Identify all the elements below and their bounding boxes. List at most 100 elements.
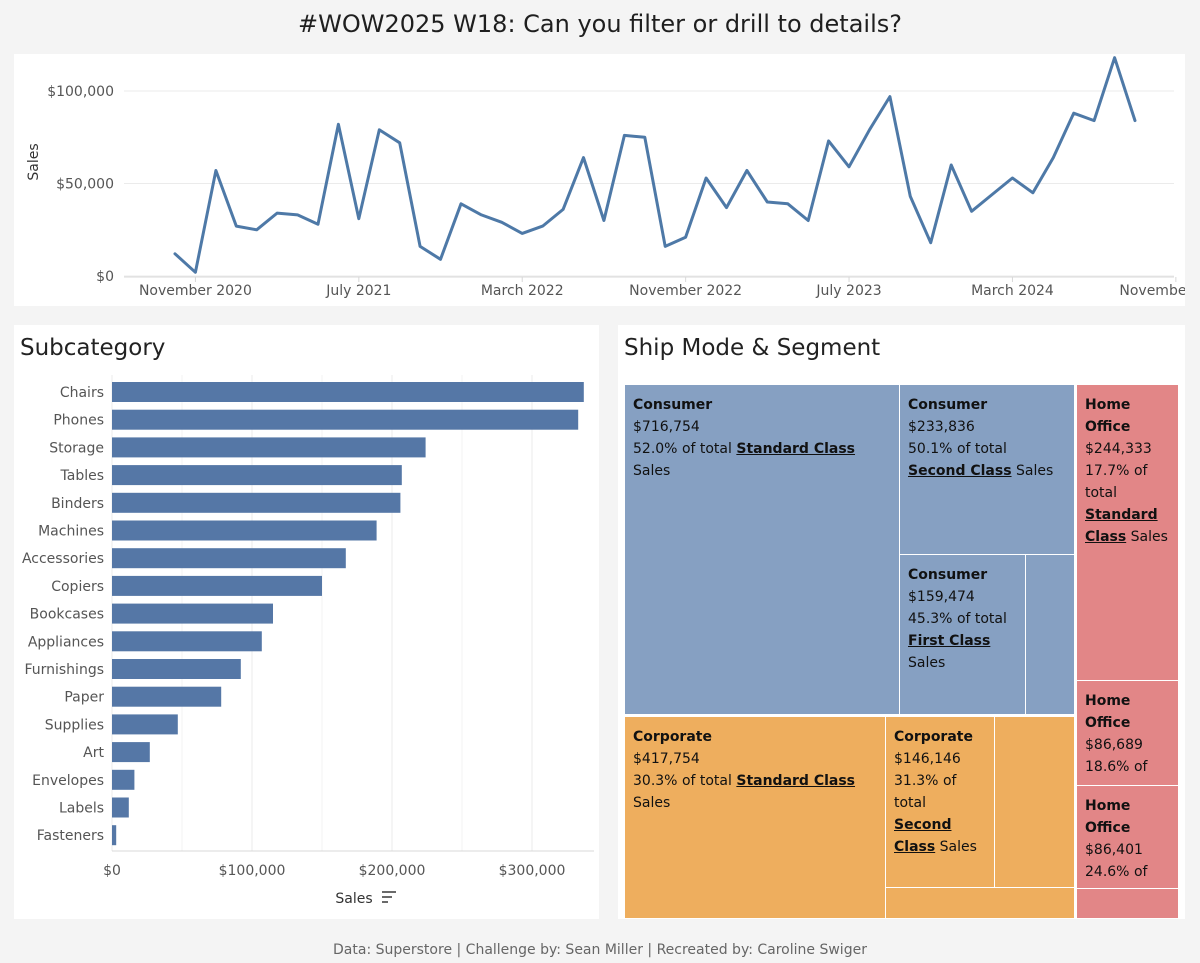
treemap-tile-consumer-sameday[interactable]	[1025, 554, 1075, 715]
bar-appliances[interactable]	[112, 631, 262, 652]
sales-data-point[interactable]	[990, 193, 994, 197]
sales-data-point[interactable]	[479, 213, 483, 217]
x-tick-label: July 2021	[325, 283, 391, 299]
sales-data-point[interactable]	[255, 228, 259, 232]
sales-data-point[interactable]	[398, 141, 402, 145]
sales-data-point[interactable]	[459, 202, 463, 206]
bar-labels[interactable]	[112, 797, 129, 818]
sales-data-point[interactable]	[786, 202, 790, 206]
sort-icon[interactable]	[382, 891, 396, 903]
x-tick-label: July 2023	[815, 283, 881, 299]
bar-phones[interactable]	[112, 409, 579, 430]
category-label: Fasteners	[37, 828, 104, 844]
sales-line-chart[interactable]: $0 $50,000 $100,000 November 2020 July 2021 M…	[14, 54, 1185, 306]
sales-data-point[interactable]	[316, 222, 320, 226]
treemap-tile-corporate-standard[interactable]: Corporate $417,754 30.3% of total Standa…	[624, 716, 886, 919]
x-tick-label: $100,000	[219, 863, 286, 879]
bar-storage[interactable]	[112, 437, 426, 458]
treemap-tile-consumer-second[interactable]: Consumer $233,836 50.1% of total Second …	[899, 384, 1075, 555]
sales-data-point[interactable]	[765, 200, 769, 204]
sales-data-point[interactable]	[745, 169, 749, 173]
treemap-tile-consumer-first[interactable]: Consumer $159,474 45.3% of total First C…	[899, 554, 1026, 715]
bar-accessories[interactable]	[112, 548, 346, 569]
sales-data-point[interactable]	[663, 244, 667, 248]
tile-ship-mode[interactable]: Second Class	[894, 817, 952, 855]
sales-data-point[interactable]	[1113, 56, 1117, 60]
bar-fasteners[interactable]	[112, 825, 117, 846]
bar-tables[interactable]	[112, 465, 402, 486]
sales-data-point[interactable]	[1010, 176, 1014, 180]
tile-ship-mode[interactable]: Standard Class	[736, 773, 856, 789]
bar-supplies[interactable]	[112, 714, 178, 735]
footer-credits: Data: Superstore | Challenge by: Sean Mi…	[333, 942, 867, 958]
sales-data-point[interactable]	[970, 209, 974, 213]
tile-suffix: Sales	[939, 839, 977, 855]
sales-data-point[interactable]	[336, 122, 340, 126]
sales-data-point[interactable]	[214, 169, 218, 173]
sales-data-point[interactable]	[929, 241, 933, 245]
treemap-tile-corporate-second[interactable]: Corporate $146,146 31.3% of total Second…	[885, 716, 995, 888]
bar-bookcases[interactable]	[112, 603, 273, 624]
bar-art[interactable]	[112, 742, 150, 763]
bar-envelopes[interactable]	[112, 769, 135, 790]
sales-data-point[interactable]	[418, 244, 422, 248]
subcategory-bar-chart[interactable]: $0 $100,000 $200,000 $300,000 Chairs Phones St…	[14, 325, 599, 919]
sales-data-point[interactable]	[582, 156, 586, 160]
sales-data-point[interactable]	[520, 231, 524, 235]
sales-data-point[interactable]	[724, 206, 728, 210]
sales-series-line[interactable]	[173, 56, 1137, 274]
sales-data-point[interactable]	[1092, 119, 1096, 123]
sales-data-point[interactable]	[704, 176, 708, 180]
shipmode-segment-panel: Ship Mode & Segment Consumer $716,754 52…	[618, 325, 1185, 919]
tile-ship-mode[interactable]: Standard Class	[1085, 507, 1158, 545]
bar-binders[interactable]	[112, 492, 401, 513]
sales-data-point[interactable]	[561, 207, 565, 211]
sales-data-point[interactable]	[949, 163, 953, 167]
bar-furnishings[interactable]	[112, 659, 241, 679]
bar-paper[interactable]	[112, 686, 222, 707]
sales-data-point[interactable]	[193, 270, 197, 274]
sales-data-point[interactable]	[622, 133, 626, 137]
sales-data-point[interactable]	[1051, 156, 1055, 160]
treemap-tile-homeoffice-first[interactable]: Home Office $86,401 24.6% of	[1076, 785, 1179, 889]
treemap-tile-consumer-standard[interactable]: Consumer $716,754 52.0% of total Standar…	[624, 384, 900, 715]
category-label: Furnishings	[24, 662, 104, 678]
sales-data-point[interactable]	[173, 252, 177, 256]
treemap-tile-homeoffice-second[interactable]: Home Office $86,689 18.6% of	[1076, 680, 1179, 786]
treemap-tile-homeoffice-standard[interactable]: Home Office $244,333 17.7% of total Stan…	[1076, 384, 1179, 681]
x-axis-title: Sales	[335, 891, 372, 907]
sales-data-point[interactable]	[847, 165, 851, 169]
sales-data-point[interactable]	[296, 213, 300, 217]
sales-data-point[interactable]	[275, 211, 279, 215]
treemap-tile-corporate-sameday[interactable]	[885, 887, 1075, 919]
sales-data-point[interactable]	[234, 224, 238, 228]
treemap-tile-homeoffice-sameday[interactable]	[1076, 888, 1179, 919]
tile-ship-mode[interactable]: First Class	[908, 633, 991, 649]
sales-data-point[interactable]	[541, 224, 545, 228]
tile-segment: Corporate	[894, 729, 973, 745]
bar-chairs[interactable]	[112, 382, 584, 402]
sales-data-point[interactable]	[602, 219, 606, 223]
sales-data-point[interactable]	[888, 95, 892, 99]
tile-ship-mode[interactable]: Standard Class	[736, 441, 856, 457]
treemap-tile-corporate-first[interactable]	[994, 716, 1075, 888]
bar-copiers[interactable]	[112, 575, 322, 596]
tile-value: $146,146	[894, 751, 961, 767]
category-label: Labels	[59, 801, 104, 817]
sales-data-point[interactable]	[1031, 191, 1035, 195]
sales-data-point[interactable]	[1072, 111, 1076, 115]
sales-data-point[interactable]	[500, 220, 504, 224]
sales-data-point[interactable]	[439, 257, 443, 261]
sales-data-point[interactable]	[806, 219, 810, 223]
sales-data-point[interactable]	[377, 128, 381, 132]
sales-data-point[interactable]	[1133, 119, 1137, 123]
sales-data-point[interactable]	[643, 135, 647, 139]
bar-machines[interactable]	[112, 520, 377, 541]
sales-data-point[interactable]	[827, 139, 831, 143]
sales-data-point[interactable]	[867, 128, 871, 132]
sales-data-point[interactable]	[684, 235, 688, 239]
category-label: Binders	[51, 496, 104, 512]
tile-ship-mode[interactable]: Second Class	[908, 463, 1012, 479]
sales-data-point[interactable]	[908, 194, 912, 198]
sales-data-point[interactable]	[357, 217, 361, 221]
